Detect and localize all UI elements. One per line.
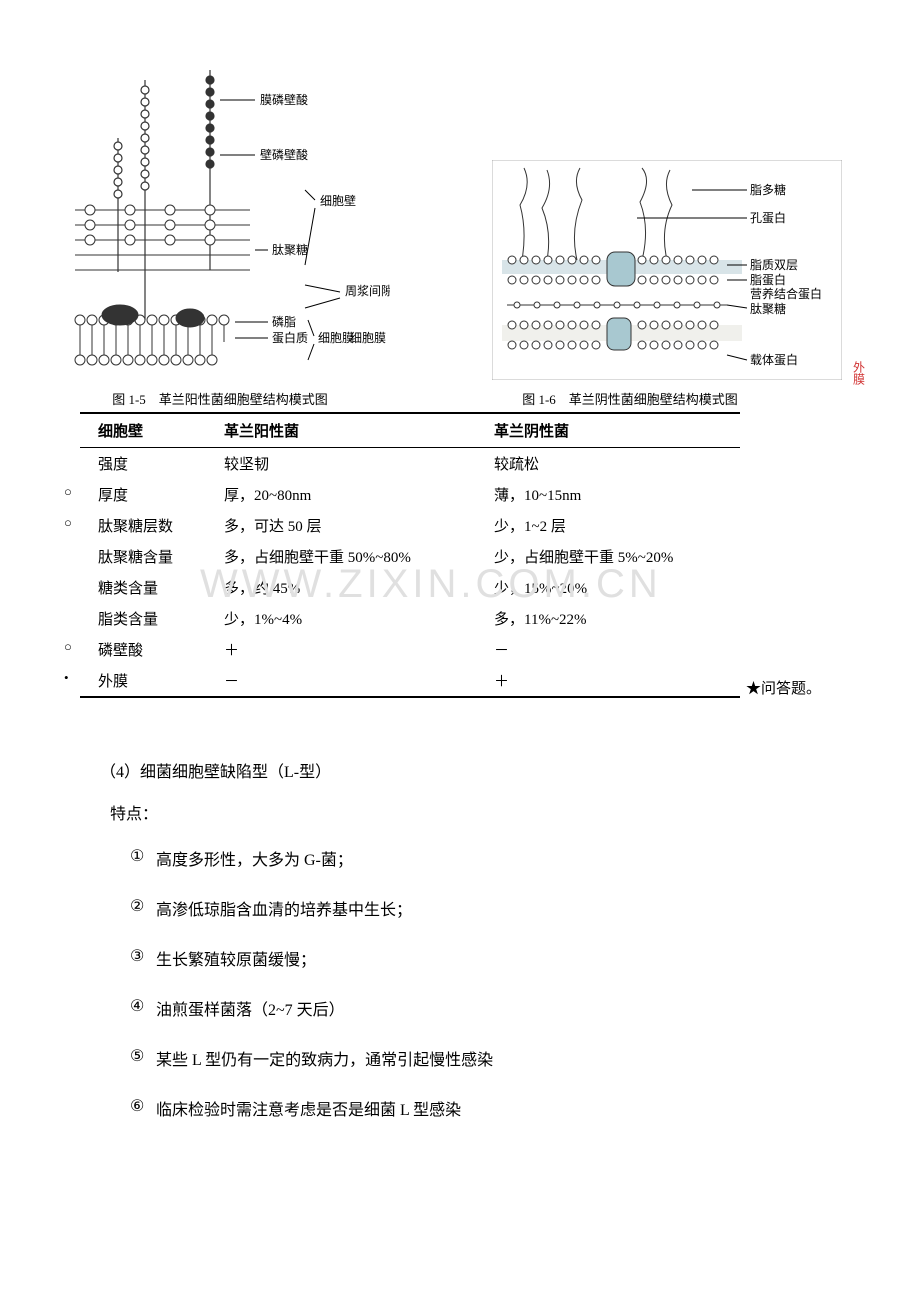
comparison-table-wrap: WWW.ZIXIN.COM.CN 细胞壁 革兰阳性菌 革兰阴性菌 强度较坚韧较疏…: [50, 412, 870, 698]
table-row: 厚度 厚，20~80nm薄，10~15nm: [80, 479, 740, 510]
item-text: 某些 L 型仍有一定的致病力，通常引起慢性感染: [156, 1046, 493, 1070]
item-number: ④: [130, 996, 156, 1020]
item-number: ③: [130, 946, 156, 970]
table-body: 强度 较坚韧较疏松 厚度 厚，20~80nm薄，10~15nm 肽聚糖层数 多，可达 …: [80, 448, 740, 698]
cell: 多，可达 50 层: [220, 510, 490, 541]
label: 细胞膜: [350, 331, 386, 345]
gram-negative-diagram: 脂多糖 孔蛋白 脂质双层 脂蛋白 营养结合蛋白 肽聚糖 载体蛋白: [492, 160, 842, 380]
cell: 多，占细胞壁干重 50%~80%: [220, 541, 490, 572]
label: 壁磷壁酸: [260, 147, 308, 162]
label: 细胞膜: [318, 331, 354, 345]
label: 膜磷壁酸: [260, 92, 308, 107]
cell: 肽聚糖层数: [98, 519, 173, 535]
svg-text:载体蛋白: 载体蛋白: [750, 352, 798, 367]
item-number: ⑤: [130, 1046, 156, 1070]
label: 周浆间隙: [345, 283, 390, 298]
svg-text:孔蛋白: 孔蛋白: [750, 210, 786, 225]
comparison-table: 细胞壁 革兰阳性菌 革兰阴性菌 强度 较坚韧较疏松 厚度 厚，20~80nm薄，10…: [80, 412, 740, 698]
cell: 较疏松: [490, 448, 740, 480]
cell: 厚度: [98, 488, 128, 504]
cell: ＋: [490, 665, 740, 697]
list-item: ②高渗低琼脂含血清的培养基中生长；: [130, 896, 870, 920]
cell: 肽聚糖含量: [98, 550, 173, 566]
item-number: ⑥: [130, 1096, 156, 1120]
item-number: ②: [130, 896, 156, 920]
svg-text:脂多糖: 脂多糖: [750, 182, 786, 197]
col-header-gram-positive: 革兰阳性菌: [220, 413, 490, 448]
cell: 厚，20~80nm: [220, 479, 490, 510]
cell: 多，约 45%: [220, 572, 490, 603]
cell: 多，11%~22%: [490, 603, 740, 634]
label: 磷脂: [272, 314, 296, 329]
col-header-gram-negative: 革兰阴性菌: [490, 413, 740, 448]
figure-captions: 图 1-5 革兰阳性菌细胞壁结构模式图 图 1-6 革兰阴性菌细胞壁结构模式图: [50, 387, 870, 412]
cell: －: [490, 634, 740, 665]
cell: －: [220, 665, 490, 697]
list-item: ③生长繁殖较原菌缓慢；: [130, 946, 870, 970]
label: 肽聚糖: [272, 242, 308, 257]
cell: 少，1~2 层: [490, 510, 740, 541]
cell: 脂类含量: [98, 612, 158, 628]
outer-membrane-annotation: 外膜: [851, 361, 868, 385]
svg-text:脂蛋白: 脂蛋白: [750, 272, 786, 287]
table-row: 外膜 －＋: [80, 665, 740, 697]
list-item: ④油煎蛋样菌落（2~7 天后）: [130, 996, 870, 1020]
item-number: ①: [130, 846, 156, 870]
cell: 少，1%~4%: [220, 603, 490, 634]
cell: ＋: [220, 634, 490, 665]
table-row: 脂类含量 少，1%~4%多，11%~22%: [80, 603, 740, 634]
section-lead: 特点：: [110, 800, 870, 824]
cell: 磷壁酸: [98, 643, 143, 659]
cell: 薄，10~15nm: [490, 479, 740, 510]
item-text: 高度多形性，大多为 G-菌；: [156, 846, 353, 870]
cell: 少，占细胞壁干重 5%~20%: [490, 541, 740, 572]
svg-text:肽聚糖: 肽聚糖: [750, 301, 786, 316]
svg-text:营养结合蛋白: 营养结合蛋白: [750, 286, 822, 301]
list-item: ⑤某些 L 型仍有一定的致病力，通常引起慢性感染: [130, 1046, 870, 1070]
caption-left: 图 1-5 革兰阳性菌细胞壁结构模式图: [50, 387, 390, 412]
cell: 外膜: [98, 674, 128, 690]
gram-positive-diagram: 膜磷壁酸 壁磷壁酸 细胞壁 肽聚糖 周浆间隙 磷脂 蛋白质 细胞膜 细胞膜: [50, 60, 390, 380]
cell: 糖类含量: [98, 581, 158, 597]
label: 蛋白质: [272, 330, 308, 345]
list-item: ⑥临床检验时需注意考虑是否是细菌 L 型感染: [130, 1096, 870, 1120]
list-item: ①高度多形性，大多为 G-菌；: [130, 846, 870, 870]
item-text: 高渗低琼脂含血清的培养基中生长；: [156, 896, 412, 920]
table-row: 磷壁酸 ＋－: [80, 634, 740, 665]
numbered-list: ①高度多形性，大多为 G-菌； ②高渗低琼脂含血清的培养基中生长； ③生长繁殖较…: [130, 846, 870, 1120]
table-after-note: ★问答题。: [746, 677, 821, 698]
svg-text:脂质双层: 脂质双层: [750, 257, 798, 272]
table-row: 肽聚糖含量 多，占细胞壁干重 50%~80%少，占细胞壁干重 5%~20%: [80, 541, 740, 572]
cell: 强度: [98, 457, 128, 473]
cell: 少，15%~20%: [490, 572, 740, 603]
section-heading: （4）细菌细胞壁缺陷型（L-型）: [100, 758, 870, 782]
caption-right: 图 1-6 革兰阴性菌细胞壁结构模式图: [390, 387, 870, 412]
item-text: 生长繁殖较原菌缓慢；: [156, 946, 316, 970]
label: 细胞壁: [320, 193, 356, 208]
table-row: 强度 较坚韧较疏松: [80, 448, 740, 480]
document-page: 膜磷壁酸 壁磷壁酸 细胞壁 肽聚糖 周浆间隙 磷脂 蛋白质 细胞膜 细胞膜: [0, 0, 920, 1186]
figures-row: 膜磷壁酸 壁磷壁酸 细胞壁 肽聚糖 周浆间隙 磷脂 蛋白质 细胞膜 细胞膜: [50, 60, 870, 385]
item-text: 油煎蛋样菌落（2~7 天后）: [156, 996, 345, 1020]
item-text: 临床检验时需注意考虑是否是细菌 L 型感染: [156, 1096, 461, 1120]
figure-gram-negative: 脂多糖 孔蛋白 脂质双层 脂蛋白 营养结合蛋白 肽聚糖 载体蛋白 外膜: [398, 160, 870, 385]
cell: 较坚韧: [220, 448, 490, 480]
table-row: 肽聚糖层数 多，可达 50 层少，1~2 层: [80, 510, 740, 541]
figure-gram-positive: 膜磷壁酸 壁磷壁酸 细胞壁 肽聚糖 周浆间隙 磷脂 蛋白质 细胞膜 细胞膜: [50, 60, 390, 385]
col-header-cellwall: 细胞壁: [80, 413, 220, 448]
table-row: 糖类含量 多，约 45%少，15%~20%: [80, 572, 740, 603]
